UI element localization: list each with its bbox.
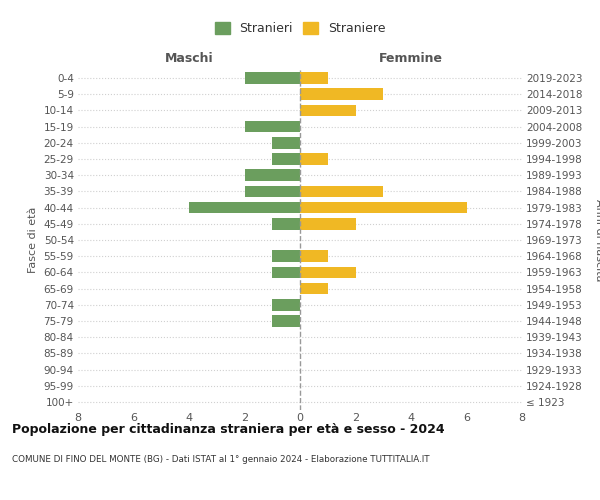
Bar — [300, 250, 328, 262]
Y-axis label: Fasce di età: Fasce di età — [28, 207, 38, 273]
Text: Maschi: Maschi — [164, 52, 214, 65]
Bar — [300, 153, 328, 165]
Bar — [245, 186, 300, 198]
Bar — [272, 315, 300, 327]
Bar — [272, 153, 300, 165]
Y-axis label: Anni di nascita: Anni di nascita — [594, 198, 600, 281]
Bar — [245, 170, 300, 181]
Bar — [300, 72, 328, 84]
Bar — [272, 137, 300, 148]
Bar — [272, 266, 300, 278]
Bar — [272, 250, 300, 262]
Bar — [300, 218, 355, 230]
Bar — [300, 186, 383, 198]
Text: COMUNE DI FINO DEL MONTE (BG) - Dati ISTAT al 1° gennaio 2024 - Elaborazione TUT: COMUNE DI FINO DEL MONTE (BG) - Dati IST… — [12, 455, 430, 464]
Bar — [300, 282, 328, 294]
Legend: Stranieri, Straniere: Stranieri, Straniere — [211, 18, 389, 39]
Bar — [189, 202, 300, 213]
Bar — [300, 104, 355, 117]
Bar — [245, 72, 300, 84]
Text: Popolazione per cittadinanza straniera per età e sesso - 2024: Popolazione per cittadinanza straniera p… — [12, 422, 445, 436]
Bar — [245, 121, 300, 132]
Bar — [272, 299, 300, 310]
Text: Femmine: Femmine — [379, 52, 443, 65]
Bar — [300, 88, 383, 100]
Bar — [272, 218, 300, 230]
Bar — [300, 266, 355, 278]
Bar — [300, 202, 467, 213]
